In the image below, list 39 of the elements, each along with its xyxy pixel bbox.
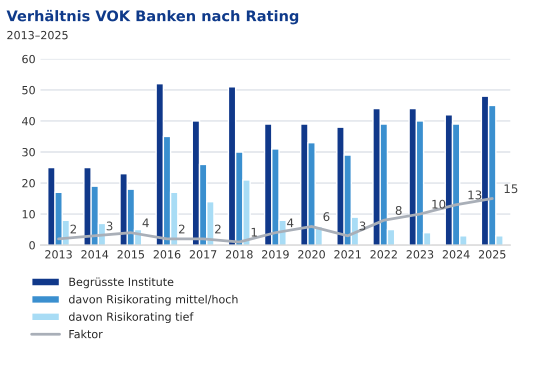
data-label: 13 <box>468 190 482 200</box>
x-tick-label: 2022 <box>370 250 397 259</box>
legend-label: davon Risikorating tief <box>68 312 194 324</box>
data-label: 15 <box>504 184 518 194</box>
y-tick-label: 10 <box>22 210 35 218</box>
data-label: 3 <box>106 221 112 230</box>
y-tick-label: 40 <box>22 116 35 126</box>
x-tick-label: 2013 <box>45 250 72 259</box>
x-tick-label: 2023 <box>406 250 434 259</box>
x-tick-label: 2025 <box>478 250 506 259</box>
x-tick-label: 2020 <box>298 250 325 259</box>
y-tick-label: 50 <box>22 86 35 94</box>
legend-label: Begrüsste Institute <box>69 277 174 288</box>
x-tick-label: 2021 <box>334 250 361 259</box>
chart-subtitle: 2013–2025 <box>7 30 68 40</box>
data-label: 10 <box>432 200 446 209</box>
legend-label: Faktor <box>69 330 103 338</box>
y-tick-label: 0 <box>29 241 35 250</box>
data-label: 1 <box>252 228 257 236</box>
data-label: 2 <box>215 224 221 234</box>
x-tick-label: 2014 <box>81 250 108 259</box>
x-tick-label: 2016 <box>154 250 180 259</box>
legend-label: davon Risikorating mittel/hoch <box>68 294 238 306</box>
data-label: 2 <box>178 224 184 234</box>
data-label: 8 <box>396 206 402 215</box>
data-label: 6 <box>323 212 330 222</box>
data-label: 4 <box>142 218 149 228</box>
y-tick-label: 60 <box>22 54 35 64</box>
x-tick-label: 2018 <box>226 250 253 259</box>
data-label: 4 <box>287 218 294 228</box>
y-tick-label: 30 <box>22 148 35 156</box>
x-tick-label: 2017 <box>190 250 216 259</box>
x-tick-label: 2019 <box>262 250 289 259</box>
chart-title: Verhältnis VOK Banken nach Rating <box>6 10 298 24</box>
data-label: 3 <box>360 221 366 230</box>
y-tick-label: 20 <box>22 179 35 188</box>
x-tick-label: 2024 <box>442 250 470 259</box>
x-tick-label: 2015 <box>118 250 144 259</box>
data-label: 2 <box>70 224 76 234</box>
